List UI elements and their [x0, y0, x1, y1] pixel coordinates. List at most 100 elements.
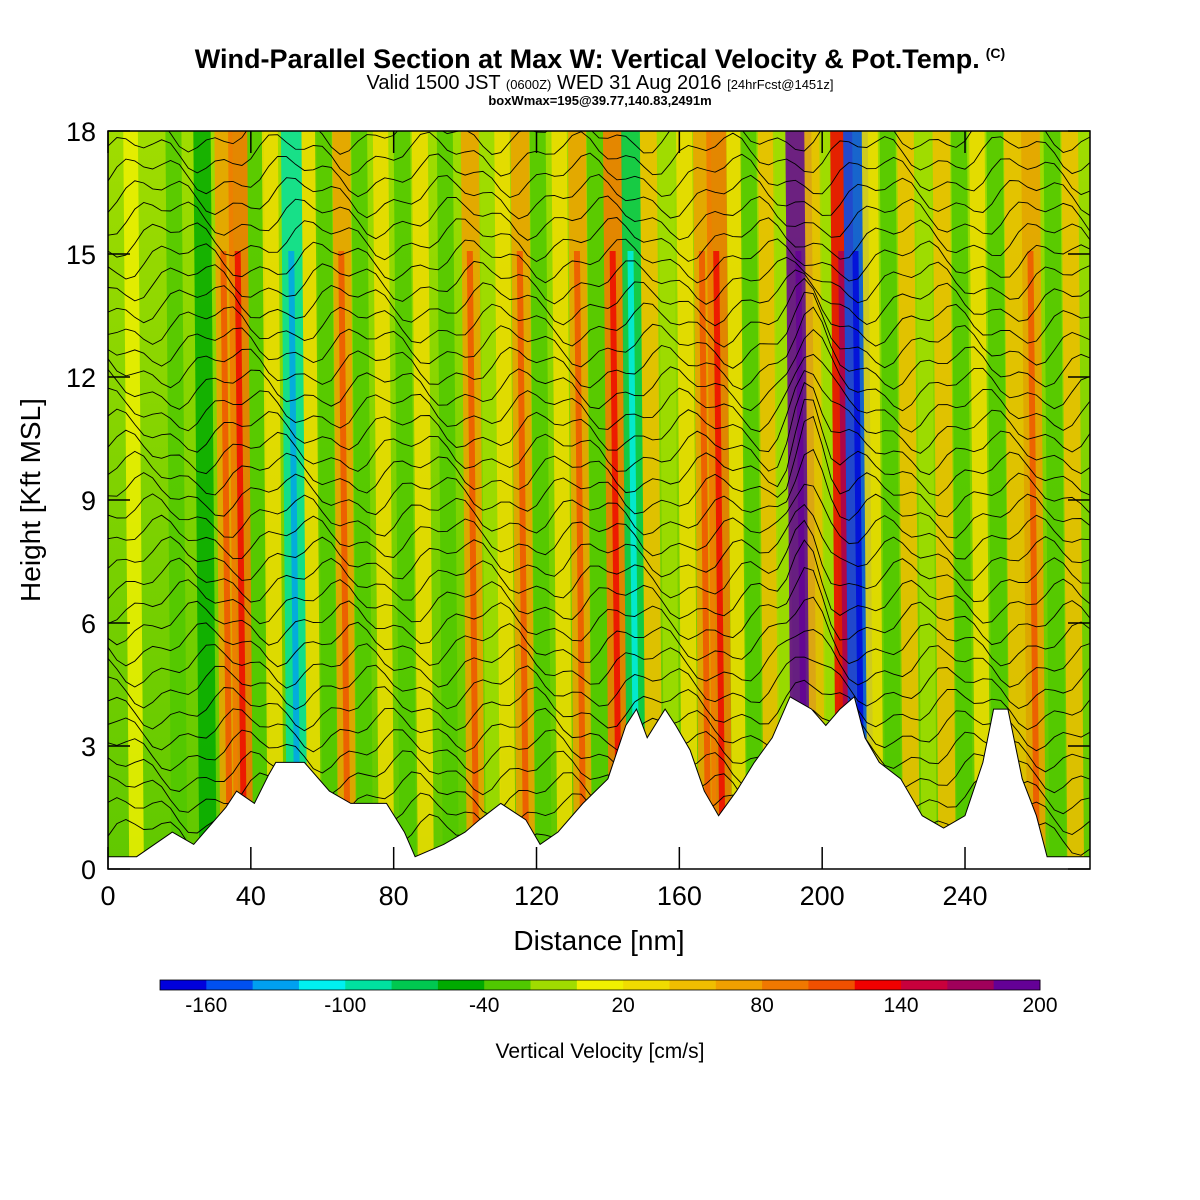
w-core [338, 251, 351, 829]
isentrope-line [108, 277, 1090, 348]
colorbar-swatch [808, 980, 856, 990]
w-band [932, 131, 956, 869]
isentrope-line [108, 269, 1090, 327]
w-band [1043, 131, 1067, 869]
isentrope-line [108, 679, 1090, 732]
isentrope-line [108, 448, 1090, 539]
box-max-info: boxWmax=195@39.77,140.83,2491m [488, 93, 712, 108]
valid-date: WED 31 Aug 2016 [556, 72, 722, 94]
x-tick-label: 40 [236, 881, 266, 911]
w-band [879, 131, 902, 869]
isentrope-line [108, 328, 1090, 412]
w-band [551, 131, 573, 869]
w-band [969, 131, 991, 869]
colorbar-tick-label: 200 [1022, 994, 1057, 1017]
y-tick-label: 6 [81, 609, 96, 639]
colorbar-swatch [854, 980, 902, 990]
colorbar-swatch [715, 980, 763, 990]
y-tick-label: 9 [81, 486, 96, 516]
y-tick-label: 12 [66, 363, 96, 393]
x-tick-label: 200 [800, 881, 845, 911]
y-tick-label: 0 [81, 855, 96, 885]
w-core [852, 251, 865, 829]
w-core [795, 251, 808, 829]
isentrope-line [108, 238, 1090, 284]
x-tick-label: 0 [100, 881, 115, 911]
colorbar-tick-label: -160 [185, 994, 227, 1017]
colorbar-swatch [762, 980, 809, 990]
isentrope-line [108, 750, 1090, 796]
isentrope-line [168, 131, 1090, 155]
copyright-mark: (C) [985, 45, 1006, 61]
w-band [640, 131, 663, 869]
x-tick-label: 160 [657, 881, 702, 911]
w-band [1003, 131, 1028, 869]
colorbar-tick-label: 140 [884, 994, 919, 1017]
isentrope-line [108, 519, 1090, 603]
colorbar-tick-label: 20 [611, 994, 634, 1017]
valid-time: Valid 1500 JST [366, 72, 501, 94]
w-band [165, 131, 188, 869]
w-core [713, 251, 726, 829]
isentrope-line [108, 398, 1090, 497]
valid-time-zulu: (0600Z) [505, 77, 552, 92]
forecast-info: [24hrFcst@1451z] [727, 77, 834, 92]
isentrope-line [108, 729, 1090, 774]
w-band [658, 131, 680, 869]
colorbar-tick-label: -40 [469, 994, 499, 1017]
w-band [193, 131, 217, 869]
w-core [220, 251, 233, 829]
w-band [986, 131, 1010, 869]
plot-area [108, 131, 1090, 869]
isentrope-line [108, 256, 1090, 305]
w-core [1027, 251, 1040, 829]
w-band [261, 131, 284, 869]
y-tick-label: 15 [66, 240, 96, 270]
isentrope-line [108, 567, 1090, 646]
colorbar-swatch [391, 980, 439, 990]
x-axis-label: Distance [nm] [513, 925, 684, 956]
y-tick-label: 3 [81, 732, 96, 762]
isentrope-line [108, 195, 1090, 241]
y-axis: 0 3 6 9 12 15 18 [66, 117, 1090, 885]
w-band [436, 131, 459, 869]
isentrope-line [108, 596, 1090, 668]
colorbar-frame [159, 979, 1041, 991]
x-tick-label: 80 [379, 881, 409, 911]
w-band [915, 131, 937, 869]
colorbar-swatch [901, 980, 948, 990]
chart-title: Wind-Parallel Section at Max W: Vertical… [0, 44, 1200, 75]
colorbar-swatch [947, 980, 995, 990]
isentrope-line [108, 707, 1090, 753]
w-core [609, 251, 622, 829]
colorbar-swatch [298, 980, 346, 990]
w-core [627, 251, 640, 829]
colorbar-swatch [530, 980, 578, 990]
colorbar-swatch [576, 980, 624, 990]
isentrope-line [108, 131, 1090, 177]
isentrope-line [108, 656, 1090, 710]
isentrope-line [108, 353, 1090, 433]
colorbar-swatch [252, 980, 300, 990]
w-band [351, 131, 374, 869]
w-band [676, 131, 699, 869]
colorbar-tick-label: -100 [324, 994, 366, 1017]
isentrope-line [108, 370, 1090, 454]
w-core [698, 251, 711, 829]
isentrope-line [108, 291, 1090, 369]
x-tick-label: 120 [514, 881, 559, 911]
colorbar: -160 -100 -40 20 80 140 200 [159, 979, 1058, 1017]
w-band [372, 131, 395, 869]
colorbar-label: Vertical Velocity [cm/s] [496, 1040, 705, 1063]
chart-subtitle: Valid 1500 JST (0600Z) WED 31 Aug 2016 [… [0, 72, 1200, 95]
w-band [951, 131, 974, 869]
isentrope-line [108, 381, 1090, 476]
colorbar-swatch [160, 980, 207, 990]
colorbar-swatch [345, 980, 393, 990]
colorbar-swatch [669, 980, 717, 990]
colorbar-swatch [206, 980, 254, 990]
isentrope-line [108, 483, 1090, 560]
vertical-velocity-field [123, 131, 1085, 869]
x-axis: 0 40 80 120 160 200 240 [100, 131, 988, 911]
